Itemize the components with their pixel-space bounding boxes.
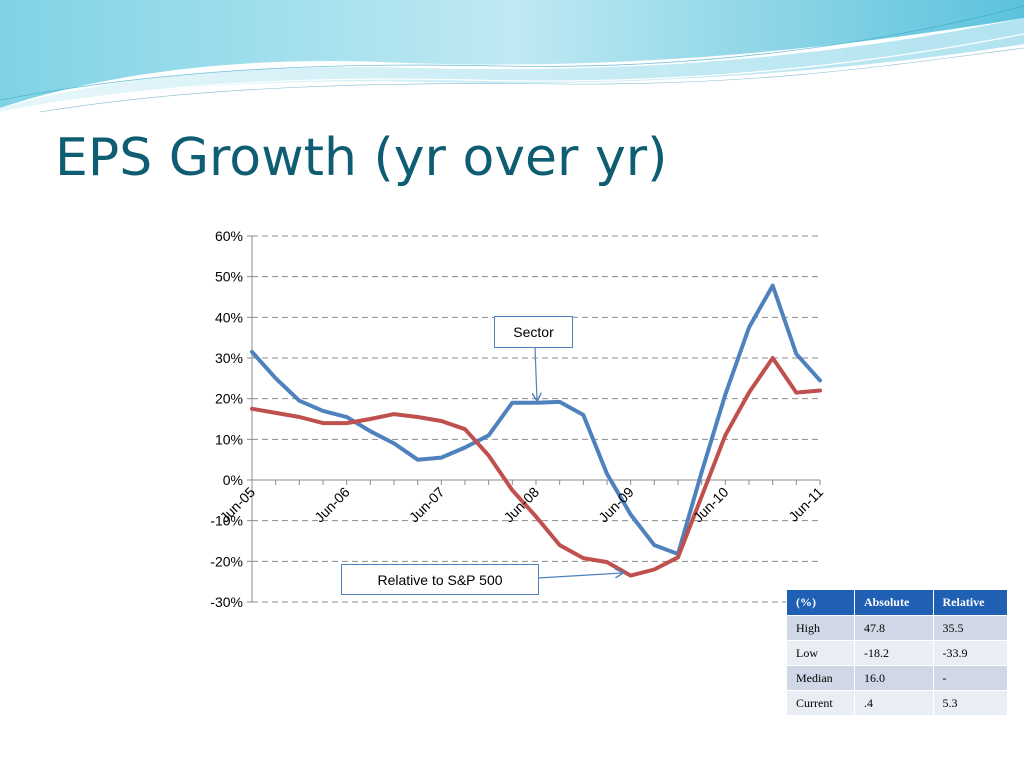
stats-header-cell: Absolute bbox=[853, 589, 934, 616]
series-lines bbox=[250, 283, 822, 578]
stats-header-cell: (%) bbox=[786, 589, 855, 616]
table-cell: 47.8 bbox=[853, 615, 934, 641]
y-tick-label: -20% bbox=[210, 553, 243, 569]
table-row: Median 16.0 - bbox=[786, 665, 1009, 691]
slide-title: EPS Growth (yr over yr) bbox=[55, 128, 668, 188]
x-tick-label: Jun-06 bbox=[311, 484, 353, 526]
x-tick-label: Jun-07 bbox=[406, 484, 448, 526]
table-cell: 16.0 bbox=[853, 665, 934, 691]
table-row: High 47.8 35.5 bbox=[786, 615, 1009, 641]
y-tick-label: -10% bbox=[210, 513, 243, 529]
table-cell: Low bbox=[786, 640, 855, 666]
x-tick-labels: Jun-05 Jun-06 Jun-07 Jun-08 Jun-09 Jun-10 Jun-… bbox=[217, 484, 827, 526]
table-cell: -18.2 bbox=[853, 640, 934, 666]
relative-callout-label: Relative to S&P 500 bbox=[377, 571, 503, 588]
table-cell: Current bbox=[786, 690, 855, 716]
chart-area: 60% 50% 40% 30% 20% 10% 0% -10% -20% -30% Jun-05 J… bbox=[172, 213, 854, 623]
axes bbox=[247, 235, 821, 603]
top-wave-decoration bbox=[0, 0, 1024, 113]
series-line-sector bbox=[250, 283, 822, 556]
y-tick-label: -30% bbox=[210, 594, 243, 610]
table-cell: -33.9 bbox=[932, 640, 1009, 666]
y-tick-label: 30% bbox=[215, 350, 243, 366]
series-line-relative bbox=[250, 356, 822, 578]
sector-callout-label: Sector bbox=[513, 324, 554, 340]
table-cell: - bbox=[932, 665, 1009, 691]
table-cell: Median bbox=[786, 665, 855, 691]
sector-callout: Sector bbox=[494, 316, 573, 348]
relative-callout: Relative to S&P 500 bbox=[341, 564, 539, 595]
stats-header-cell: Relative bbox=[932, 589, 1009, 616]
table-cell: 35.5 bbox=[932, 615, 1009, 641]
table-cell: .4 bbox=[853, 690, 934, 716]
y-tick-label: 50% bbox=[215, 269, 243, 285]
table-row: Low -18.2 -33.9 bbox=[786, 640, 1009, 666]
stats-table: (%) Absolute Relative High 47.8 35.5 Low… bbox=[786, 589, 1009, 716]
x-tick-label: Jun-11 bbox=[785, 484, 826, 525]
table-cell: 5.3 bbox=[932, 690, 1009, 716]
y-tick-label: 60% bbox=[215, 228, 243, 244]
y-tick-labels: 60% 50% 40% 30% 20% 10% 0% -10% -20% -30% bbox=[210, 228, 243, 610]
stats-table-header-row: (%) Absolute Relative bbox=[786, 589, 1009, 616]
y-tick-label: 0% bbox=[223, 472, 243, 488]
table-cell: High bbox=[786, 615, 855, 641]
table-row: Current .4 5.3 bbox=[786, 690, 1009, 716]
y-tick-label: 20% bbox=[215, 391, 243, 407]
line-chart: 60%50%40%30%20%10%0%-10%-20%-30% Jun-05 J… bbox=[210, 228, 827, 610]
y-tick-label: 10% bbox=[215, 431, 243, 447]
y-tick-label: 40% bbox=[215, 309, 243, 325]
